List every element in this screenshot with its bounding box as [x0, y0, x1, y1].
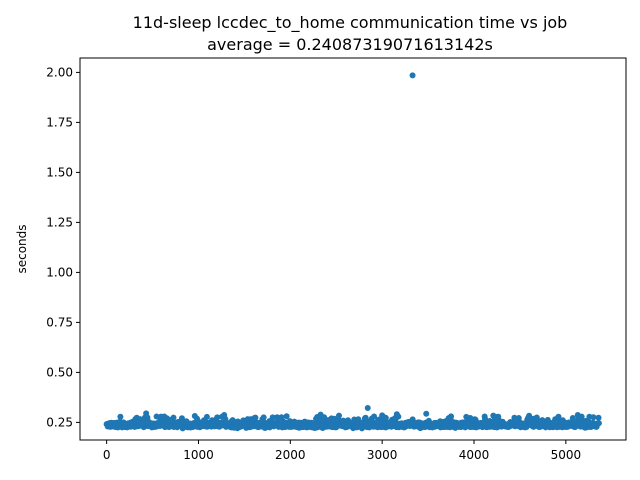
- y-tick-label: 0.25: [46, 415, 73, 429]
- data-point: [117, 413, 124, 420]
- data-point: [490, 412, 497, 419]
- data-point: [203, 413, 210, 420]
- x-tick-label: 3000: [367, 448, 398, 462]
- data-point: [364, 405, 371, 411]
- data-point: [160, 414, 167, 421]
- x-tick-label: 2000: [275, 448, 306, 462]
- data-point: [393, 411, 400, 418]
- data-point: [574, 412, 581, 418]
- data-point: [214, 414, 221, 421]
- data-points: [103, 72, 602, 432]
- x-tick-label: 1000: [183, 448, 214, 462]
- plot-frame: [79, 57, 627, 441]
- chart-subtitle: average = 0.24087319071613142s: [207, 35, 493, 54]
- y-tick-label: 0.75: [46, 315, 73, 329]
- data-point: [448, 413, 455, 420]
- data-point: [170, 414, 177, 421]
- y-tick-label: 1.00: [46, 265, 73, 279]
- data-point: [283, 413, 290, 420]
- y-tick-label: 1.50: [46, 165, 73, 179]
- data-point: [260, 414, 267, 421]
- y-tick-label: 1.25: [46, 215, 73, 229]
- data-point: [371, 413, 378, 420]
- data-point: [423, 410, 430, 417]
- data-point: [252, 414, 259, 421]
- data-point: [269, 414, 276, 421]
- x-tick-label: 4000: [459, 448, 490, 462]
- y-tick-label: 1.75: [46, 115, 73, 129]
- data-point: [191, 413, 198, 419]
- data-point: [555, 413, 562, 420]
- y-axis-ticks: 0.25 0.50 0.75 1.00 1.25 1.50 1.75 2.00: [46, 65, 80, 429]
- data-point: [590, 414, 597, 421]
- data-point: [335, 412, 342, 419]
- chart-title: 11d-sleep lccdec_to_home communication t…: [133, 13, 568, 33]
- x-tick-label: 0: [103, 448, 111, 462]
- data-point: [317, 411, 324, 418]
- data-point: [595, 420, 602, 427]
- data-point: [595, 414, 602, 421]
- y-tick-label: 2.00: [46, 65, 73, 79]
- data-point: [511, 414, 518, 421]
- data-point: [379, 412, 386, 419]
- y-axis-label: seconds: [15, 224, 29, 273]
- x-tick-label: 5000: [551, 448, 582, 462]
- data-point: [143, 410, 150, 417]
- data-point: [221, 412, 228, 418]
- x-axis-ticks: 0 1000 2000 3000 4000 5000: [103, 440, 581, 462]
- y-tick-label: 0.50: [46, 365, 73, 379]
- data-point: [526, 412, 533, 419]
- data-point: [569, 415, 576, 422]
- data-point: [409, 72, 416, 79]
